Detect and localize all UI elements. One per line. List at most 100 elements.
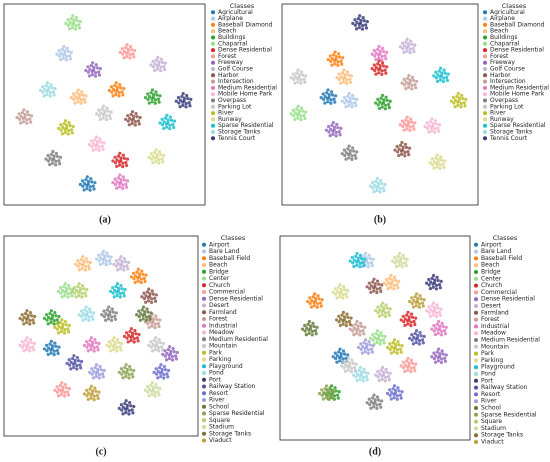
point [125,43,129,47]
point [149,383,153,388]
point [115,186,119,190]
point [409,320,413,324]
point [121,153,125,157]
point [355,251,359,256]
point [361,375,366,380]
point [58,320,63,325]
point [61,53,65,57]
point [358,14,362,18]
point [87,318,91,323]
point [436,126,440,130]
point [46,352,50,357]
point [116,268,120,272]
point [378,190,382,194]
point [338,283,342,287]
point [187,101,191,105]
point [151,317,156,321]
point [433,119,437,123]
point [342,68,346,72]
legend-marker [474,310,478,315]
point [45,89,49,93]
point [337,350,341,354]
point [118,151,122,155]
point [92,369,96,373]
point [372,393,376,397]
point [315,325,319,329]
point [413,331,417,336]
point [97,145,101,149]
point [108,289,113,293]
legend-label: Tennis Court [489,135,528,142]
point [92,346,96,350]
legend-label: Industrial [209,322,237,329]
point [420,301,425,305]
point [156,349,161,353]
point [390,390,394,395]
legend-marker [483,60,487,65]
point [350,105,354,109]
point [372,63,376,67]
legend-label: River [218,110,234,117]
point [18,316,22,320]
point [433,306,437,310]
point [409,366,413,370]
point [293,81,297,85]
point [133,48,137,53]
point [378,342,382,346]
point [397,147,401,151]
point [301,109,305,113]
point [48,163,52,167]
point [55,322,59,326]
point [421,341,425,345]
point-cluster [95,104,113,122]
point [351,93,355,98]
legend-marker [474,351,478,356]
legend-marker [202,404,206,409]
point [166,347,170,352]
legend-marker [211,111,215,116]
point [421,304,425,308]
legend-marker [202,371,206,375]
point [124,182,128,186]
point [109,318,114,323]
point [150,297,154,301]
point [333,50,337,54]
point [67,323,72,328]
point [96,367,100,371]
point [392,275,397,279]
point [337,55,342,59]
point [386,310,391,314]
point-cluster [306,292,324,309]
point [378,100,382,104]
point [25,309,29,313]
point [375,177,379,181]
point [418,294,422,298]
point [59,291,63,295]
point [319,95,323,100]
point [118,50,122,54]
point [435,79,440,83]
point [64,286,69,290]
legend-marker [211,60,215,65]
point [401,145,405,149]
point [364,26,369,30]
point [75,367,79,371]
point [50,86,54,90]
legend-marker [202,337,206,342]
point [55,327,60,331]
point-cluster [289,68,308,85]
point [93,386,97,390]
point [117,182,121,186]
point [149,345,154,349]
point [103,254,107,258]
legend-marker [211,67,215,71]
point [324,392,328,397]
point [352,264,356,269]
point [377,106,382,111]
point [414,316,418,320]
point [66,330,71,334]
point [87,143,92,147]
point [45,81,50,85]
point [50,158,55,162]
